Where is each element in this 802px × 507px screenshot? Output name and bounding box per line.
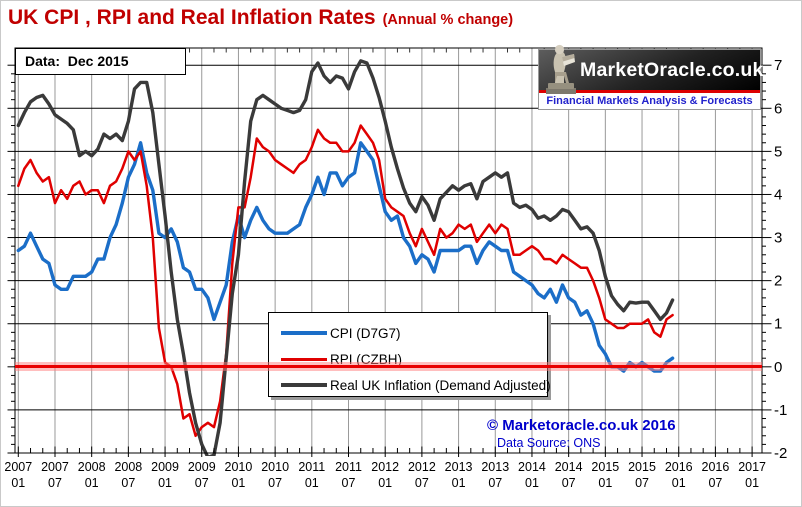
x-axis-label: 01 [158, 476, 172, 490]
legend-item-rpi: RPI (CZBH) [281, 346, 547, 372]
real-inflation-line [16, 59, 675, 456]
x-axis-label: 2016 [665, 460, 693, 474]
title-main: UK CPI , RPI and Real Inflation Rates [8, 6, 376, 29]
x-axis-label: 01 [452, 476, 466, 490]
x-axis-label: 2010 [261, 460, 289, 474]
x-axis-label: 07 [415, 476, 429, 490]
x-axis-label: 2008 [78, 460, 106, 474]
y-axis-labels: 7 6 5 4 3 2 1 0 -1 -2 [774, 57, 787, 462]
y-axis-label: 2 [774, 273, 782, 290]
oracle-statue-icon [546, 44, 576, 94]
data-note-box: Data: Dec 2015 [15, 48, 186, 75]
x-axis-label: 01 [672, 476, 686, 490]
x-axis-label: 2013 [445, 460, 473, 474]
x-axis-label: 07 [708, 476, 722, 490]
marketoracle-logo[interactable]: MarketOracle.co.uk Financial Markets Ana… [538, 44, 763, 110]
x-axis-label: 07 [635, 476, 649, 490]
y-axis-label: 4 [774, 186, 782, 203]
x-axis-label: 2011 [335, 460, 362, 474]
y-axis-label: 0 [774, 359, 782, 376]
x-axis-label: 07 [48, 476, 62, 490]
x-axis-label: 01 [231, 476, 245, 490]
copyright-text: © Marketoracle.co.uk 2016 [487, 417, 676, 434]
x-axis-label: 2007 [4, 460, 32, 474]
logo-title: MarketOracle.co.uk [580, 58, 764, 81]
x-axis-label: 2014 [518, 460, 546, 474]
x-axis-label: 07 [488, 476, 502, 490]
x-axis-label: 01 [11, 476, 25, 490]
real-inflation-line-swatch [281, 383, 327, 387]
rpi-line [17, 124, 674, 438]
y-axis-label: -2 [774, 445, 787, 462]
rpi-line-swatch [281, 357, 327, 361]
x-axis-label: 2015 [628, 460, 656, 474]
logo-red-divider [539, 90, 760, 93]
x-axis-label: 2015 [591, 460, 619, 474]
x-axis-label: 2009 [151, 460, 179, 474]
x-axis-label: 2012 [371, 460, 399, 474]
data-source-text: Data Source: ONS [497, 436, 601, 450]
x-axis-label: 01 [745, 476, 759, 490]
x-axis-label: 01 [525, 476, 539, 490]
x-axis-label: 2012 [408, 460, 436, 474]
legend-label-cpi: CPI (D7G7) [330, 325, 401, 341]
y-axis-label: 1 [774, 316, 782, 333]
x-axis-label: 07 [268, 476, 282, 490]
x-axis-label: 01 [85, 476, 99, 490]
logo-tagline: Financial Markets Analysis & Forecasts [539, 93, 760, 109]
y-axis-label: 6 [774, 100, 782, 117]
x-axis-label: 2010 [225, 460, 253, 474]
x-axis-label: 2008 [114, 460, 142, 474]
legend-label-real-inflation: Real UK Inflation (Demand Adjusted) [330, 377, 551, 393]
x-axis-label: 01 [598, 476, 612, 490]
x-axis-label: 2011 [298, 460, 325, 474]
x-axis-label: 2017 [738, 460, 766, 474]
page-title: UK CPI , RPI and Real Inflation Rates (A… [8, 6, 513, 30]
logo-banner: MarketOracle.co.uk [539, 44, 763, 94]
x-axis-label: 2014 [555, 460, 583, 474]
y-axis-label: -1 [774, 402, 787, 419]
x-axis-label: 01 [305, 476, 319, 490]
cpi-line-swatch [281, 331, 327, 335]
y-axis-label: 7 [774, 57, 782, 74]
legend-item-real-inflation: Real UK Inflation (Demand Adjusted) [281, 372, 551, 398]
x-axis-label: 2007 [41, 460, 69, 474]
x-axis-label: 01 [378, 476, 392, 490]
x-axis-label: 2016 [702, 460, 730, 474]
y-axis-label: 3 [774, 230, 782, 247]
plot-border [14, 47, 763, 454]
title-suffix: (Annual % change) [382, 12, 514, 28]
legend-label-rpi: RPI (CZBH) [330, 351, 402, 367]
legend-item-cpi: CPI (D7G7) [281, 320, 547, 346]
x-axis-label: 07 [121, 476, 135, 490]
y-axis-label: 5 [774, 143, 782, 160]
x-axis-label: 07 [195, 476, 209, 490]
x-axis-labels: 2007 01 2007 07 2008 01 2008 07 2009 01 2009 07 2010… [4, 460, 766, 490]
cpi-line [16, 141, 675, 373]
x-axis-label: 07 [342, 476, 356, 490]
x-axis-label: 2013 [481, 460, 509, 474]
x-axis-label: 07 [562, 476, 576, 490]
chart-legend: CPI (D7G7) RPI (CZBH) Real UK Inflation … [268, 312, 551, 398]
x-axis-label: 2009 [188, 460, 216, 474]
